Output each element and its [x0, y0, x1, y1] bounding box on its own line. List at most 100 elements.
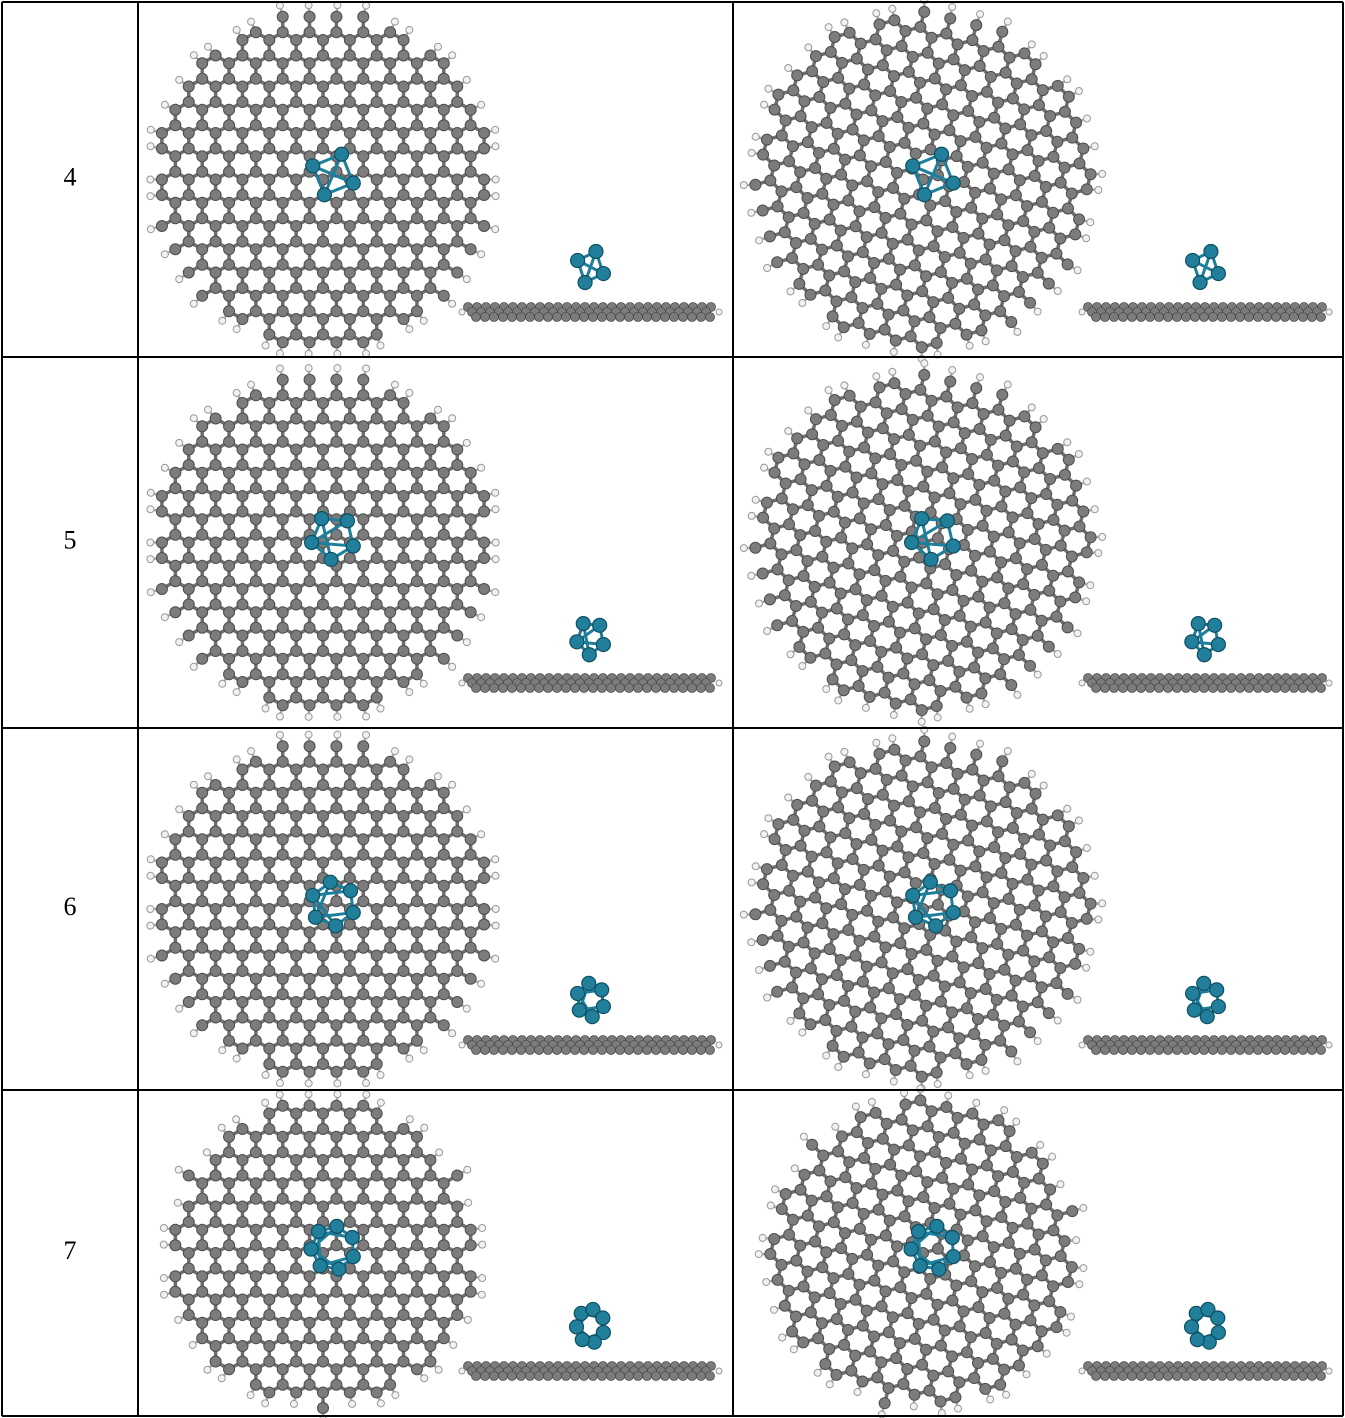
carbon-atom — [940, 196, 951, 207]
carbon-atom — [210, 919, 221, 930]
carbon-atom — [183, 460, 194, 471]
carbon-atom — [907, 414, 918, 425]
carbon-atom — [250, 787, 261, 798]
carbon-atom — [170, 213, 181, 224]
carbon-atom — [452, 506, 463, 517]
carbon-atom — [344, 764, 355, 775]
carbon-atom — [210, 491, 221, 502]
carbon-atom — [304, 700, 315, 711]
carbon-atom — [304, 942, 315, 953]
carbon-atom — [398, 919, 409, 930]
carbon-atom — [318, 460, 329, 471]
carbon-atom — [945, 376, 956, 387]
metal-atom — [1208, 618, 1222, 632]
carbon-atom — [839, 154, 850, 165]
carbon-atom — [1066, 188, 1077, 199]
carbon-atom — [787, 253, 798, 264]
carbon-atom — [872, 661, 883, 672]
carbon-atom — [761, 864, 772, 875]
carbon-atom — [358, 390, 369, 401]
carbon-atom — [944, 125, 955, 136]
carbon-atom — [385, 421, 396, 432]
side-carbon — [1272, 684, 1281, 693]
carbon-atom — [304, 197, 315, 208]
carbon-atom — [411, 942, 422, 953]
carbon-atom — [1007, 149, 1018, 160]
side-carbon — [1182, 684, 1191, 693]
carbon-atom — [438, 151, 449, 162]
carbon-atom — [371, 553, 382, 564]
carbon-atom — [264, 81, 275, 92]
carbon-atom — [438, 880, 449, 891]
side-carbon — [1092, 313, 1101, 322]
hydrogen-atom — [492, 955, 499, 962]
page: {"table": {"row_labels": ["4", "5", "6",… — [0, 0, 1345, 1418]
carbon-atom — [805, 289, 816, 300]
hydrogen-atom — [748, 572, 755, 579]
carbon-atom — [250, 973, 261, 984]
carbon-atom — [780, 115, 791, 126]
side-carbon — [553, 313, 562, 322]
carbon-atom — [250, 467, 261, 478]
carbon-atom — [951, 151, 962, 162]
carbon-atom — [776, 859, 787, 870]
carbon-atom — [906, 582, 917, 593]
carbon-atom — [237, 630, 248, 641]
carbon-atom — [250, 73, 261, 84]
carbon-atom — [197, 259, 208, 270]
carbon-atom — [881, 45, 892, 56]
carbon-atom — [865, 635, 876, 646]
hydrogen-atom — [890, 711, 897, 718]
carbon-atom — [1003, 164, 1014, 175]
carbon-atom — [411, 166, 422, 177]
carbon-atom — [465, 849, 476, 860]
carbon-atom — [1014, 538, 1025, 549]
carbon-atom — [898, 668, 909, 679]
carbon-atom — [438, 787, 449, 798]
carbon-atom — [183, 81, 194, 92]
hydrogen-atom — [248, 381, 255, 388]
carbon-atom — [452, 236, 463, 247]
side-carbon — [589, 313, 598, 322]
carbon-atom — [919, 6, 930, 17]
side-carbon — [688, 1046, 697, 1055]
hydrogen-atom — [787, 288, 794, 295]
carbon-atom — [861, 232, 872, 243]
carbon-atom — [224, 1020, 235, 1031]
carbon-atom — [1007, 93, 1018, 104]
hydrogen-atom — [262, 342, 269, 349]
carbon-atom — [398, 460, 409, 471]
carbon-atom — [250, 803, 261, 814]
carbon-atom — [398, 267, 409, 278]
metal-atom — [1186, 253, 1200, 267]
metal-atom — [306, 159, 320, 173]
carbon-atom — [438, 849, 449, 860]
hydrogen-atom — [147, 955, 154, 962]
carbon-atom — [264, 599, 275, 610]
carbon-atom — [210, 1012, 221, 1023]
side-hydrogen — [716, 309, 722, 315]
hydrogen-atom — [1004, 381, 1011, 388]
side-carbon — [1317, 684, 1326, 693]
carbon-atom — [371, 50, 382, 61]
carbon-atom — [385, 880, 396, 891]
hydrogen-atom — [756, 600, 763, 607]
carbon-atom — [371, 174, 382, 185]
carbon-atom — [880, 212, 891, 223]
carbon-atom — [836, 420, 847, 431]
carbon-atom — [911, 92, 922, 103]
carbon-atom — [264, 128, 275, 139]
carbon-atom — [358, 514, 369, 525]
carbon-atom — [385, 622, 396, 633]
carbon-atom — [1025, 660, 1036, 671]
hydrogen-atom — [434, 43, 441, 50]
hydrogen-atom — [463, 276, 470, 283]
carbon-atom — [277, 880, 288, 891]
carbon-atom — [358, 374, 369, 385]
hydrogen-atom — [463, 439, 470, 446]
carbon-atom — [304, 259, 315, 270]
hydrogen-atom — [449, 1030, 456, 1037]
carbon-atom — [438, 244, 449, 255]
carbon-atom — [291, 398, 302, 409]
carbon-atom — [859, 442, 870, 453]
